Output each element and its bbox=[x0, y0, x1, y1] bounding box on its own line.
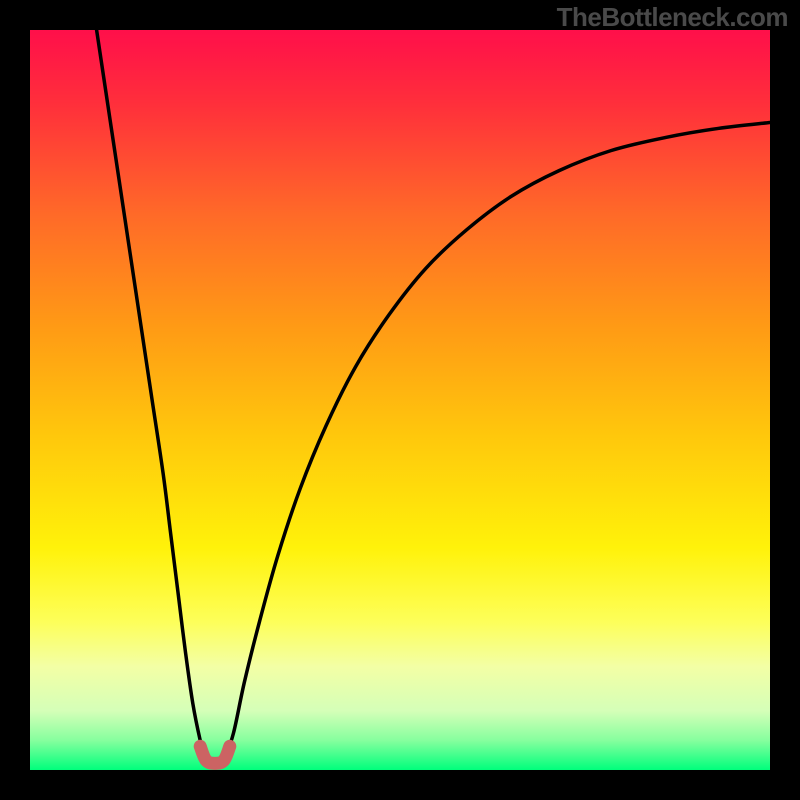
chart-frame: TheBottleneck.com bbox=[0, 0, 800, 800]
watermark-text: TheBottleneck.com bbox=[557, 2, 788, 33]
gradient-background bbox=[30, 30, 770, 770]
plot-area bbox=[30, 30, 770, 770]
bottleneck-curve-chart bbox=[30, 30, 770, 770]
